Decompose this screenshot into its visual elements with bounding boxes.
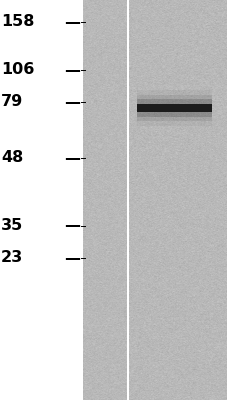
Bar: [136, 99, 211, 117]
Bar: [136, 104, 211, 112]
Text: —: —: [64, 250, 79, 266]
Text: —: —: [64, 218, 79, 234]
Text: —: —: [64, 94, 79, 110]
Bar: [136, 95, 211, 121]
Text: 79: 79: [1, 94, 23, 110]
Bar: [126, 0, 128, 400]
Text: 158: 158: [1, 14, 34, 30]
Text: —: —: [64, 150, 79, 166]
Text: 35: 35: [1, 218, 23, 234]
Text: 106: 106: [1, 62, 34, 78]
Text: 23: 23: [1, 250, 23, 266]
Text: 48: 48: [1, 150, 23, 166]
Text: —: —: [64, 14, 79, 30]
Bar: [136, 90, 211, 126]
Text: —: —: [64, 62, 79, 78]
